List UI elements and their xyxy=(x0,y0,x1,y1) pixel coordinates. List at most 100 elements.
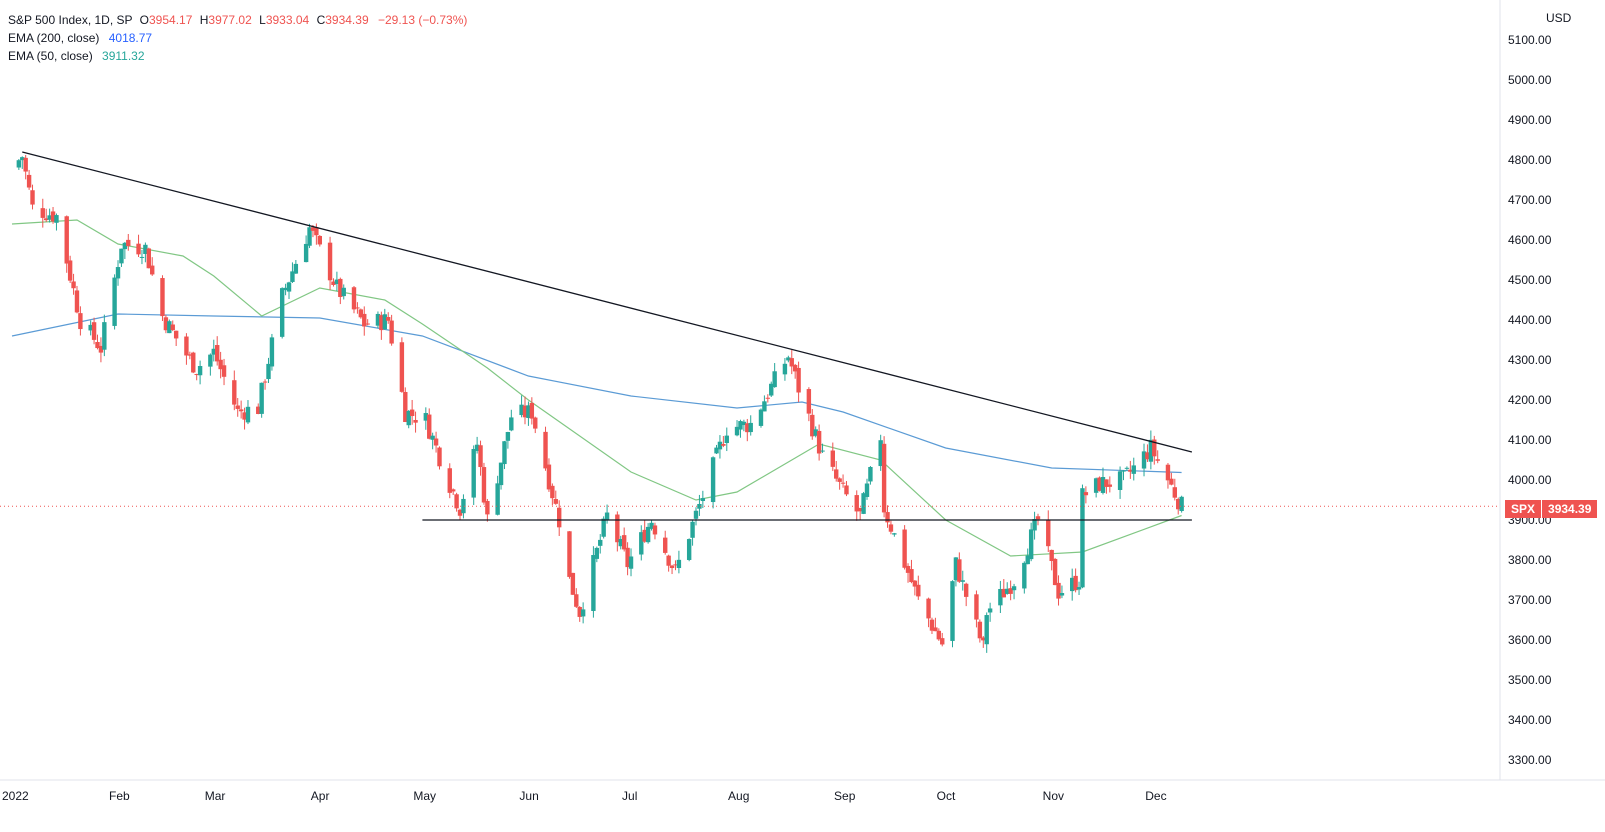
candle-body xyxy=(211,348,216,355)
candle xyxy=(816,424,822,461)
candle xyxy=(837,477,842,490)
candle-body xyxy=(840,482,846,484)
candle xyxy=(697,494,702,516)
candle-body xyxy=(454,494,459,509)
candle-body xyxy=(50,211,56,222)
candle-body xyxy=(1080,488,1085,588)
candle xyxy=(474,436,480,454)
ema200-line xyxy=(11,313,1182,474)
candle-body xyxy=(215,345,220,362)
candle-body xyxy=(714,447,719,454)
legend-row-ema50[interactable]: EMA (50, close) 3911.32 xyxy=(8,47,467,65)
candle-body xyxy=(74,290,80,313)
candle xyxy=(710,456,716,509)
candle-body xyxy=(409,409,415,417)
candle xyxy=(430,432,435,450)
candle xyxy=(502,440,507,470)
candle xyxy=(382,308,387,330)
candle-body xyxy=(652,525,658,535)
legend-row-ema200[interactable]: EMA (200, close) 4018.77 xyxy=(8,29,467,47)
candle xyxy=(160,275,165,322)
candle-body xyxy=(30,190,35,205)
candle xyxy=(786,355,791,363)
candle xyxy=(724,427,729,452)
candle xyxy=(998,580,1003,614)
candle-body xyxy=(1128,469,1133,472)
candle-body xyxy=(1011,586,1017,591)
candle-body xyxy=(290,271,295,282)
candle xyxy=(1025,548,1030,565)
candle xyxy=(789,350,794,375)
candle xyxy=(375,311,381,329)
candle-body xyxy=(307,227,312,246)
candle xyxy=(119,248,124,267)
candle-body xyxy=(741,421,747,426)
candle-body xyxy=(187,354,193,356)
candle xyxy=(74,285,80,314)
candle-body xyxy=(23,157,28,172)
candle-body xyxy=(64,216,69,264)
candle-body xyxy=(447,468,452,493)
candle xyxy=(437,446,442,470)
candle-body xyxy=(136,243,141,255)
candle xyxy=(1083,486,1089,504)
ohlc-low-key: L xyxy=(259,13,266,27)
candle-body xyxy=(724,435,729,444)
candle xyxy=(485,498,490,522)
candle-body xyxy=(20,157,25,161)
candle-body xyxy=(327,242,333,281)
candle-body xyxy=(673,564,678,566)
candle xyxy=(218,351,223,379)
candle-body xyxy=(892,533,897,535)
candle xyxy=(881,436,887,518)
candles xyxy=(16,155,1184,653)
candle-body xyxy=(734,426,740,436)
candle-body xyxy=(974,594,979,620)
candle-body xyxy=(427,414,432,439)
candle xyxy=(669,564,675,575)
candle-body xyxy=(604,512,610,521)
candle xyxy=(649,520,654,531)
candle xyxy=(721,436,726,448)
candle xyxy=(331,278,336,287)
candle xyxy=(522,396,528,425)
candle-body xyxy=(1032,518,1037,531)
candle-body xyxy=(878,440,883,467)
candle-body xyxy=(690,521,695,538)
currency-label[interactable]: USD xyxy=(1546,11,1572,25)
candle xyxy=(745,418,750,442)
candle-body xyxy=(844,485,849,495)
candle xyxy=(1056,575,1061,606)
candle-body xyxy=(929,619,935,631)
candle-body xyxy=(481,467,487,503)
candle xyxy=(262,379,268,390)
candle-body xyxy=(382,314,387,330)
candle xyxy=(457,508,463,520)
y-tick-label: 3800.00 xyxy=(1508,553,1552,567)
candle-body xyxy=(279,288,285,337)
candle-body xyxy=(1131,465,1136,474)
candle xyxy=(1097,476,1102,492)
ohlc-close-value: 3934.39 xyxy=(325,13,369,27)
candle xyxy=(95,334,100,350)
candle-body xyxy=(621,535,627,550)
candle-body xyxy=(580,609,586,617)
candle xyxy=(293,260,299,274)
candle-body xyxy=(221,365,227,377)
candle xyxy=(242,407,247,430)
candle xyxy=(450,488,456,495)
candle xyxy=(840,474,846,488)
ohlc-open-value: 3954.17 xyxy=(149,13,193,27)
candle-body xyxy=(423,413,429,421)
candle-body xyxy=(269,337,275,367)
candle xyxy=(929,617,935,634)
candle xyxy=(478,440,483,476)
candle xyxy=(413,411,418,433)
candle xyxy=(591,546,596,618)
candle-body xyxy=(1093,478,1099,493)
candle xyxy=(926,597,931,628)
x-tick-label: Aug xyxy=(728,789,749,803)
candle xyxy=(1145,444,1150,463)
